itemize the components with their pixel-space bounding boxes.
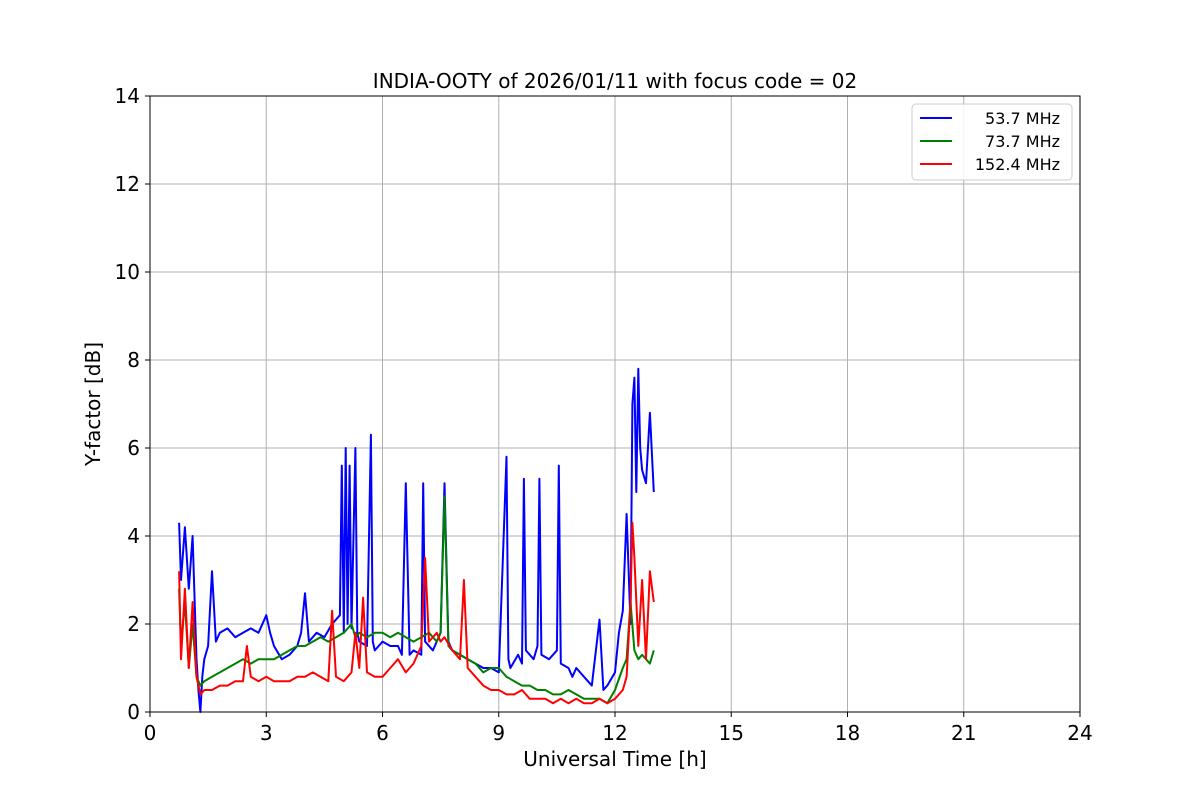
y-tick-label: 14 [115,84,140,108]
legend-box [911,103,1073,181]
x-tick-label: 15 [719,721,744,745]
legend-label: 152.4 MHz [975,155,1060,174]
x-axis-label: Universal Time [h] [523,747,706,771]
y-axis-label: Y-factor [dB] [81,342,105,467]
y-tick-label: 6 [127,436,140,460]
series-layer [178,367,655,713]
y-tick-label: 8 [127,348,140,372]
legend-label: 73.7 MHz [985,132,1060,151]
y-tick-label: 2 [127,612,140,636]
x-tick-label: 18 [835,721,860,745]
series-line-1 [178,367,655,713]
x-tick-label: 21 [951,721,976,745]
series-line-3 [178,521,655,705]
y-tick-label: 4 [127,524,140,548]
x-tick-label: 3 [260,721,273,745]
y-tick-label: 10 [115,260,140,284]
grid [149,95,1081,713]
x-tick-label: 12 [602,721,627,745]
legend: 53.7 MHz 73.7 MHz 152.4 MHz [911,103,1073,181]
legend-label: 53.7 MHz [985,109,1060,128]
x-tick-label: 9 [492,721,505,745]
chart-title: INDIA-OOTY of 2026/01/11 with focus code… [373,69,857,93]
x-tick-label: 24 [1067,721,1092,745]
x-tick-label: 0 [144,721,157,745]
y-tick-label: 0 [127,700,140,724]
y-tick-label: 12 [115,172,140,196]
x-tick-label: 6 [376,721,389,745]
